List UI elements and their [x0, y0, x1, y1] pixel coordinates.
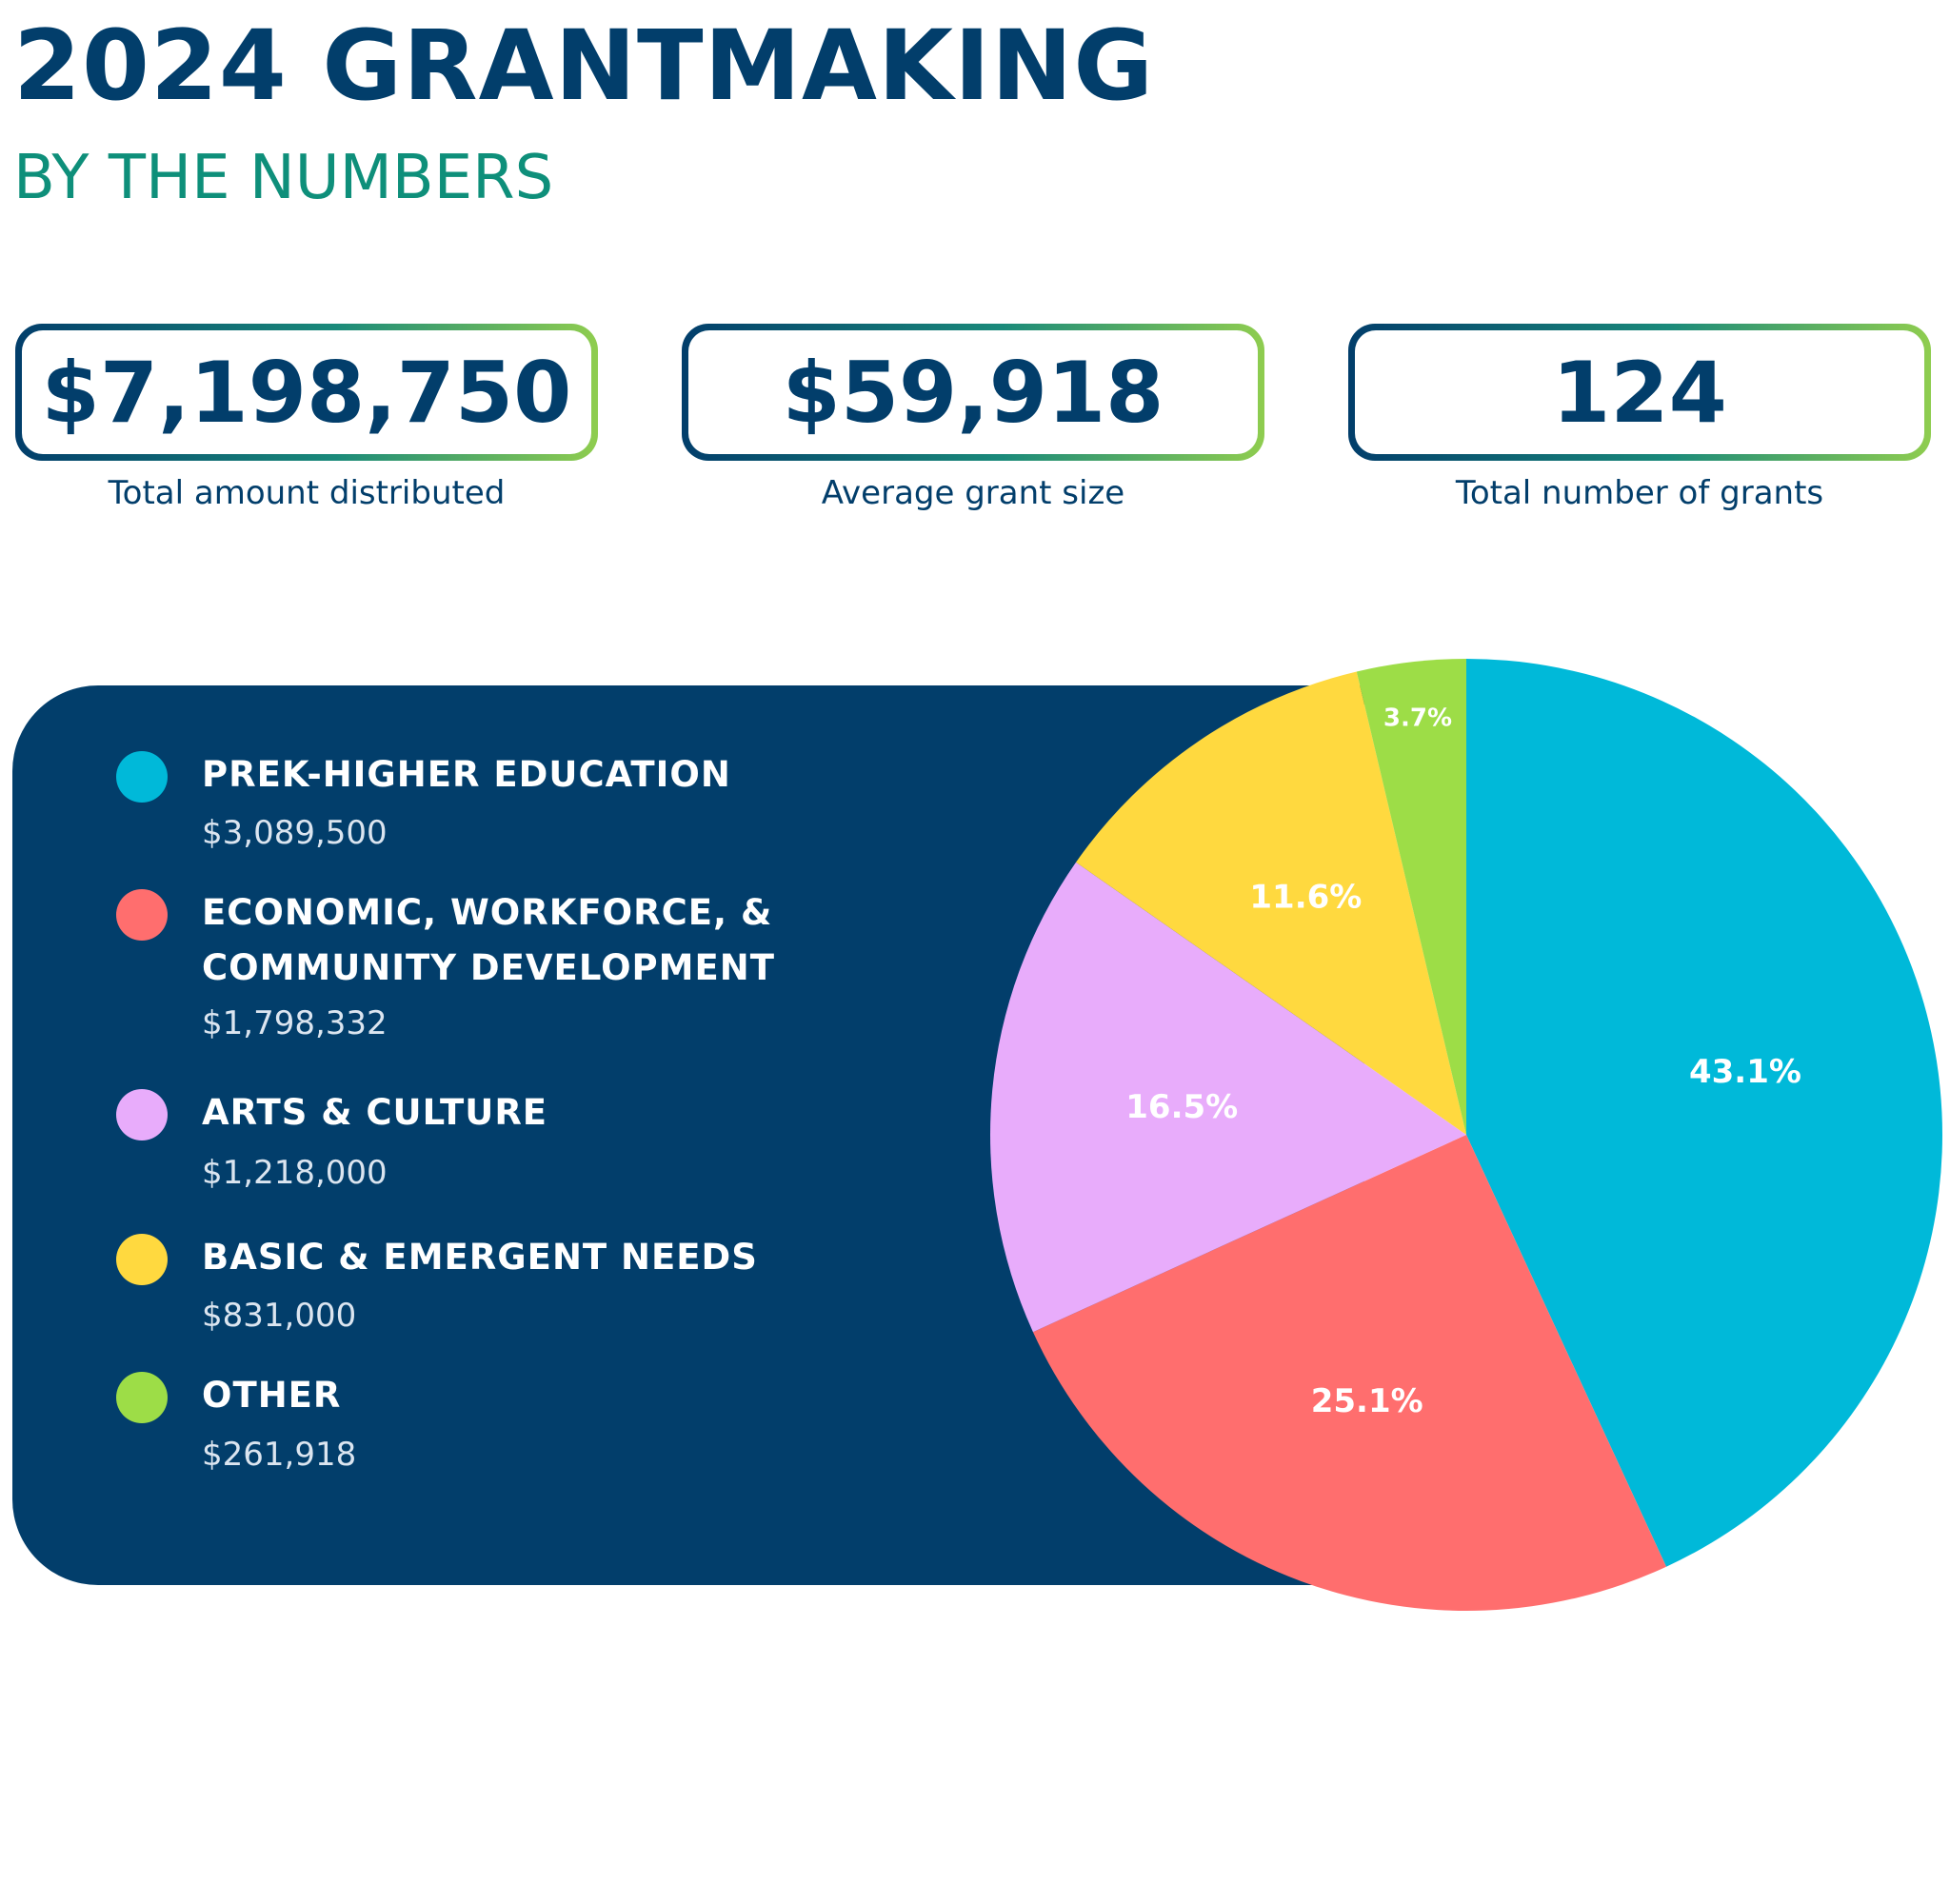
slice-label: 3.7%	[1383, 704, 1452, 732]
legend-amount: $1,218,000	[202, 1154, 388, 1192]
slice-label: 43.1%	[1689, 1053, 1801, 1091]
legend-label: PREK-HIGHER EDUCATION	[202, 754, 731, 795]
legend-amount: $1,798,332	[202, 1004, 388, 1042]
legend-marker	[116, 1234, 168, 1285]
stat-box: $7,198,750	[15, 324, 598, 461]
stat-box: 124	[1348, 324, 1931, 461]
legend-amount: $831,000	[202, 1297, 357, 1335]
stat-label: Average grant size	[821, 474, 1125, 512]
legend-label: BASIC & EMERGENT NEEDS	[202, 1237, 758, 1278]
pie-slice	[990, 862, 1466, 1333]
legend-marker	[116, 889, 168, 941]
title: 2024 GRANTMAKING	[13, 10, 1155, 123]
stat-box: $59,918	[682, 324, 1264, 461]
legend-label: ARTS & CULTURE	[202, 1092, 548, 1133]
legend-marker	[116, 1089, 168, 1140]
slice-label: 16.5%	[1125, 1088, 1238, 1126]
stat-label: Total number of grants	[1455, 474, 1824, 512]
legend-marker	[116, 751, 168, 803]
subtitle: BY THE NUMBERS	[13, 143, 554, 213]
legend-marker	[116, 1372, 168, 1423]
stat-value: 124	[1355, 330, 1924, 454]
pie-slice	[1032, 1135, 1667, 1611]
pie-slice	[1356, 659, 1466, 1135]
legend-amount: $261,918	[202, 1436, 357, 1474]
legend-label: ECONOMIC, WORKFORCE, & COMMUNITY DEVELOP…	[202, 892, 775, 988]
stat-value: $59,918	[688, 330, 1258, 454]
legend-label: OTHER	[202, 1375, 342, 1416]
stat-value: $7,198,750	[22, 330, 591, 454]
stat-label: Total amount distributed	[108, 474, 506, 512]
legend-amount: $3,089,500	[202, 814, 388, 852]
pie-slice	[1466, 659, 1942, 1567]
slice-label: 11.6%	[1249, 878, 1362, 916]
pie-slice	[1076, 671, 1466, 1135]
slice-label: 25.1%	[1311, 1382, 1423, 1420]
